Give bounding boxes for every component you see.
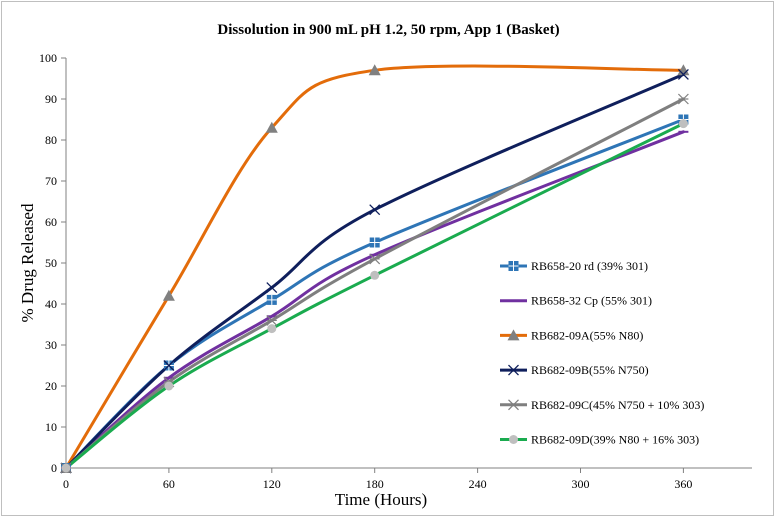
y-tick-label: 10 — [45, 420, 57, 434]
legend-swatch-marker-3 — [508, 364, 519, 376]
tick-labels: 0 10 20 30 40 50 60 70 80 90 100 0 60 120 180 240 300 360 — [39, 51, 692, 491]
y-tick-label: 70 — [45, 174, 57, 188]
series-lines — [64, 64, 685, 470]
y-tick-label: 90 — [45, 92, 57, 106]
legend-label-1: RB658-32 Cp (55% 301) — [531, 294, 652, 308]
x-tick-label: 360 — [674, 477, 692, 491]
series-3-point-3 — [369, 204, 381, 216]
axes — [61, 57, 752, 473]
y-tick-label: 20 — [45, 379, 57, 393]
marker-x-b — [508, 364, 519, 376]
y-tick-label: 100 — [39, 51, 57, 65]
series-5-point-0 — [61, 463, 71, 473]
series-3-point-1 — [163, 360, 175, 371]
series-line-4 — [64, 97, 685, 470]
legend-swatch-marker-0 — [508, 261, 519, 271]
series-2-point-2 — [265, 121, 278, 133]
marker-x-b — [677, 68, 689, 80]
series-line-1 — [64, 130, 685, 470]
legend-label-4: RB682-09C(45% N750 + 10% 303) — [531, 398, 704, 412]
chart-title: Dissolution in 900 mL pH 1.2, 50 rpm, Ap… — [217, 22, 560, 38]
x-tick-label: 0 — [63, 477, 69, 491]
series-4-point-4 — [677, 93, 689, 105]
series-2-point-4 — [677, 64, 690, 76]
x-tick-label: 240 — [469, 477, 487, 491]
series-4-point-3 — [369, 253, 381, 265]
series-0-point-2 — [266, 294, 277, 305]
marker-x-b — [369, 204, 381, 216]
y-axis-title: % Drug Released — [18, 203, 37, 322]
series-0-point-3 — [369, 237, 380, 248]
series-5-point-1 — [164, 381, 174, 391]
series-2-point-3 — [368, 64, 381, 76]
y-tick-label: 50 — [45, 256, 57, 270]
marker-x-b — [163, 360, 175, 371]
x-tick-label: 60 — [163, 477, 175, 491]
x-tick-label: 300 — [572, 477, 590, 491]
series-5-point-2 — [267, 324, 277, 334]
series-5-point-3 — [370, 270, 380, 280]
y-tick-label: 30 — [45, 338, 57, 352]
legend-label-0: RB658-20 rd (39% 301) — [531, 259, 648, 273]
series-2-point-1 — [162, 289, 175, 301]
series-3-point-2 — [266, 282, 278, 294]
y-tick-label: 40 — [45, 297, 57, 311]
y-tick-label: 80 — [45, 133, 57, 147]
series-line-3 — [64, 72, 685, 470]
x-tick-label: 180 — [366, 477, 384, 491]
legend-swatch-marker-5 — [509, 435, 518, 444]
marker-x-b — [266, 282, 278, 294]
legend-swatch-marker-2 — [507, 329, 520, 341]
legend-label-5: RB682-09D(39% N80 + 16% 303) — [531, 433, 699, 447]
series-3-point-4 — [677, 68, 689, 80]
y-tick-label: 0 — [51, 461, 57, 475]
series-5-point-4 — [678, 119, 688, 129]
legend-label-3: RB682-09B(55% N750) — [531, 363, 649, 377]
series-markers — [60, 64, 690, 474]
legend-label-2: RB682-09A(55% N80) — [531, 328, 643, 342]
series-line-5 — [64, 122, 685, 470]
legend: RB658-20 rd (39% 301) RB658-32 Cp (55% 30… — [500, 259, 704, 447]
x-axis-title: Time (Hours) — [335, 490, 427, 509]
y-tick-label: 60 — [45, 215, 57, 229]
x-tick-label: 120 — [263, 477, 281, 491]
legend-swatch-marker-4 — [508, 399, 519, 411]
series-4-point-2 — [266, 314, 278, 326]
